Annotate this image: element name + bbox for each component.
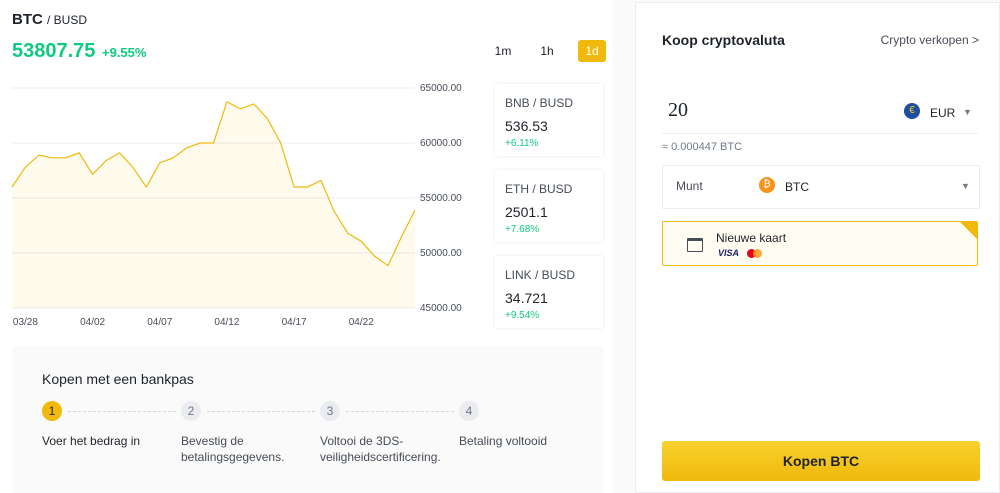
x-tick-label: 03/28 xyxy=(13,317,38,328)
amount: 20 xyxy=(668,99,688,121)
x-tick-label: 04/07 xyxy=(147,317,172,328)
ticker-pair: ETH / BUSD xyxy=(505,182,573,196)
buy-title: Koop cryptovaluta xyxy=(662,32,785,48)
dropdown-caret: ▼ xyxy=(963,107,972,117)
step-connector xyxy=(346,411,454,412)
step-connector xyxy=(68,411,176,412)
coin-label: Munt xyxy=(676,179,703,193)
estimate: ≈ 0.000447 BTC xyxy=(662,141,743,153)
steps-title: Kopen met een bankpas xyxy=(42,371,194,387)
symbol: BTC xyxy=(12,11,43,28)
mastercard-icon xyxy=(747,249,756,258)
price: 53807.75 xyxy=(12,40,96,62)
market-panel: BTC / BUSD 53807.75 +9.55% 1m 1h 1d 4500… xyxy=(11,11,606,493)
ticker-price: 34.721 xyxy=(505,290,548,306)
price-line xyxy=(11,100,416,267)
step-number: 2 xyxy=(181,401,201,421)
amount-input[interactable] xyxy=(662,89,978,134)
card-option[interactable]: Nieuwe kaart VISA xyxy=(662,221,978,266)
ticker-change: +7.68% xyxy=(505,224,540,235)
ticker-card[interactable]: BNB / BUSD 536.53 +6.11% xyxy=(495,84,603,156)
ticker-card[interactable]: LINK / BUSD 34.721 +9.54% xyxy=(495,256,603,328)
mastercard-icon xyxy=(753,249,762,258)
ticker-change: +9.54% xyxy=(505,310,540,321)
step-number: 3 xyxy=(320,401,340,421)
timeframe-active[interactable]: 1d xyxy=(578,40,606,62)
card-icon xyxy=(687,238,703,252)
step-label: Voltooi de 3DS-veiligheidscertificering. xyxy=(320,434,441,464)
ticker-pair: LINK / BUSD xyxy=(505,268,576,282)
currency-icon: € xyxy=(904,103,920,119)
x-tick-label: 04/12 xyxy=(214,317,239,328)
step-label: Voer het bedrag in xyxy=(42,434,141,448)
timeframe[interactable]: 1m xyxy=(494,44,512,58)
pair: / BUSD xyxy=(47,13,88,27)
coin-select[interactable] xyxy=(662,165,980,209)
x-tick-label: 04/17 xyxy=(282,317,307,328)
coin-icon: ₿ xyxy=(759,177,775,193)
price-chart: 45000.00 50000.00 55000.00 60000.00 65000.00… xyxy=(11,83,462,328)
buy-button[interactable]: Kopen BTC xyxy=(662,441,980,481)
buy-panel: Koop cryptovaluta Crypto verkopen > 20 €… xyxy=(635,2,1000,493)
y-tick-label: 65000.00 xyxy=(420,83,462,94)
card-label: Nieuwe kaart xyxy=(716,231,787,245)
card-brand: VISA xyxy=(718,248,740,258)
ticker-price: 536.53 xyxy=(505,118,548,134)
step-number: 1 xyxy=(42,401,62,421)
x-tick-label: 04/02 xyxy=(80,317,105,328)
y-tick-label: 55000.00 xyxy=(420,193,462,204)
y-tick-label: 60000.00 xyxy=(420,138,462,149)
y-tick-label: 50000.00 xyxy=(420,248,462,259)
step-connector xyxy=(207,411,315,412)
selected-corner xyxy=(960,222,977,239)
x-tick-label: 04/22 xyxy=(349,317,374,328)
price-area xyxy=(12,101,415,308)
ticker-pair: BNB / BUSD xyxy=(505,96,574,110)
step-label: Betaling voltooid xyxy=(459,434,548,448)
ticker-card[interactable]: ETH / BUSD 2501.1 +7.68% xyxy=(495,170,603,242)
currency[interactable]: EUR xyxy=(930,106,956,120)
timeframe[interactable]: 1h xyxy=(540,44,554,58)
step-number: 4 xyxy=(459,401,479,421)
steps-panel xyxy=(12,346,604,493)
price-change: +9.55% xyxy=(102,45,147,60)
dropdown-caret: ▼ xyxy=(961,181,970,191)
ticker-price: 2501.1 xyxy=(505,204,548,220)
step-label: Bevestig de betalingsgegevens. xyxy=(181,434,285,464)
y-tick-label: 45000.00 xyxy=(420,303,462,314)
sell-link[interactable]: Crypto verkopen > xyxy=(880,33,979,47)
coin: BTC xyxy=(785,180,809,194)
ticker-change: +6.11% xyxy=(505,138,539,149)
